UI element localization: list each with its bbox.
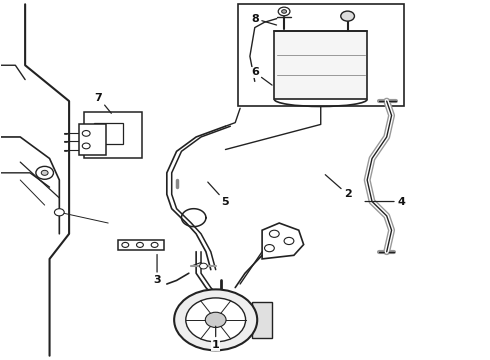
Text: 6: 6 [251, 67, 272, 85]
Circle shape [270, 230, 279, 237]
Text: 3: 3 [153, 255, 161, 285]
Circle shape [41, 170, 48, 175]
Circle shape [151, 242, 158, 247]
Circle shape [54, 209, 64, 216]
Circle shape [82, 143, 90, 149]
Circle shape [174, 289, 257, 350]
Circle shape [284, 237, 294, 244]
Circle shape [265, 244, 274, 252]
Circle shape [122, 242, 129, 247]
Circle shape [205, 312, 226, 328]
Text: 4: 4 [365, 197, 405, 207]
Circle shape [282, 10, 287, 13]
Circle shape [137, 242, 144, 247]
Circle shape [341, 11, 354, 21]
Circle shape [278, 7, 290, 16]
Text: 7: 7 [95, 93, 111, 113]
Circle shape [186, 298, 245, 342]
Bar [238, 4, 404, 107]
Bar [118, 240, 164, 250]
Circle shape [36, 166, 53, 179]
Text: 5: 5 [208, 182, 229, 207]
Text: 8: 8 [251, 14, 276, 25]
Bar [252, 302, 272, 338]
Circle shape [82, 131, 90, 136]
Text: 1: 1 [212, 326, 220, 350]
Bar [94, 123, 123, 144]
Bar [84, 112, 143, 158]
Circle shape [199, 263, 207, 269]
Bar [79, 125, 106, 155]
Bar [274, 31, 367, 99]
Text: 2: 2 [325, 175, 351, 199]
